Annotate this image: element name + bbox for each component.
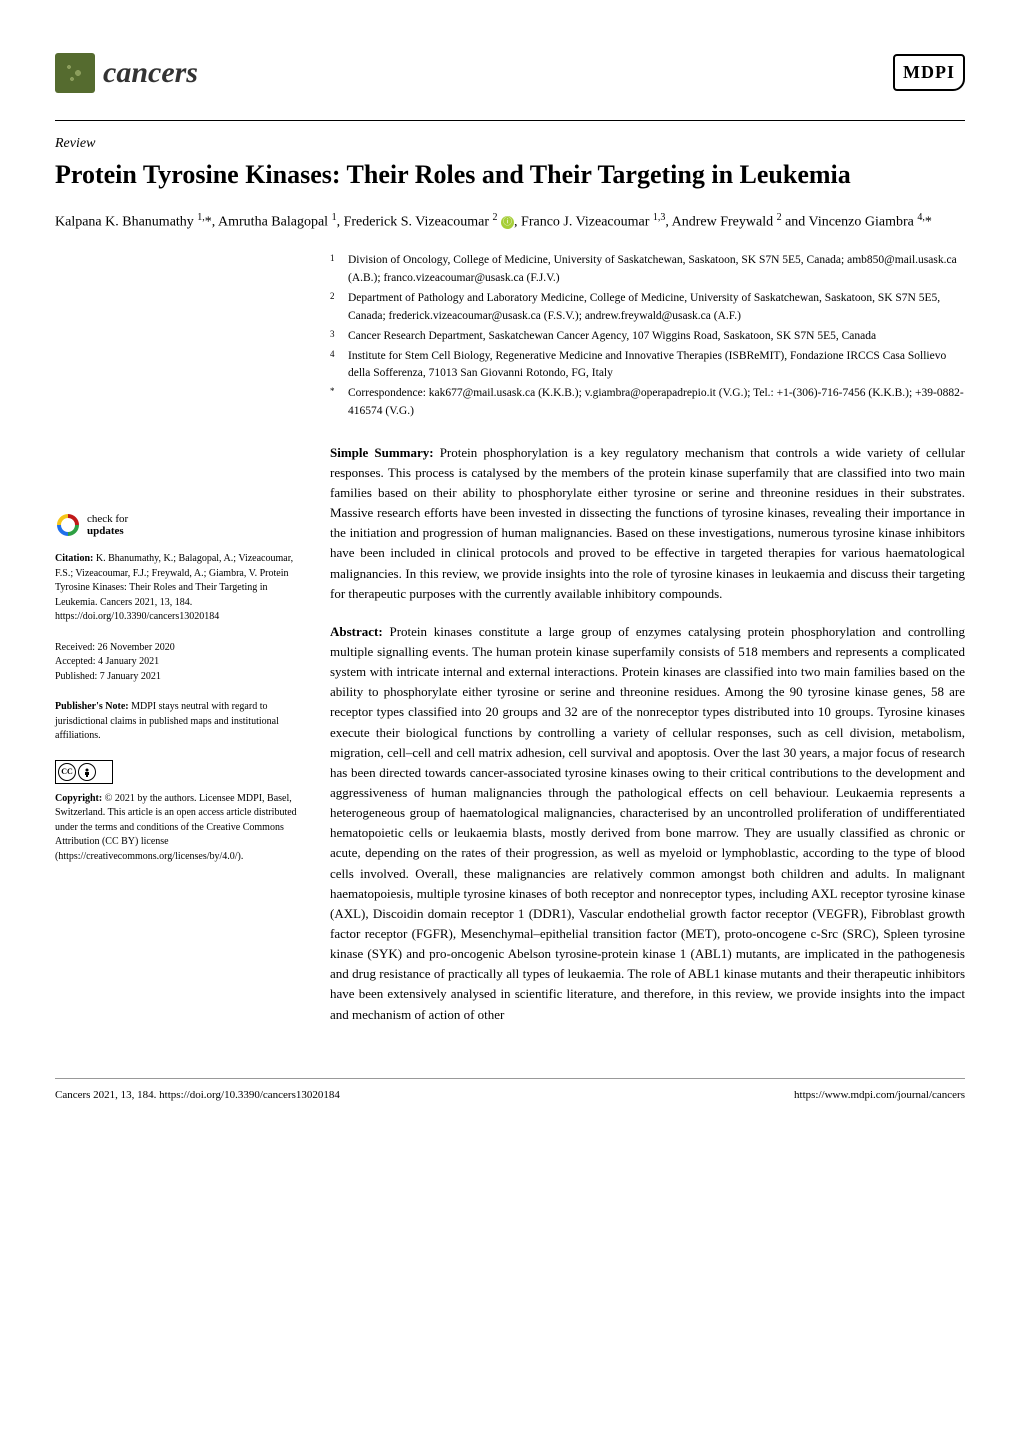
affiliation-text: Cancer Research Department, Saskatchewan… [348, 328, 965, 346]
simple-summary-label: Simple Summary: [330, 445, 434, 460]
main-content-column: 1Division of Oncology, College of Medici… [330, 252, 965, 1042]
article-title: Protein Tyrosine Kinases: Their Roles an… [55, 158, 965, 192]
check-updates-icon [55, 512, 81, 538]
affiliation-row: *Correspondence: kak677@mail.usask.ca (K… [330, 385, 965, 421]
cc-license-badge: CC [55, 760, 113, 784]
simple-summary-text: Protein phosphorylation is a key regulat… [330, 445, 965, 601]
page-footer: Cancers 2021, 13, 184. https://doi.org/1… [55, 1078, 965, 1104]
affiliation-row: 4Institute for Stem Cell Biology, Regene… [330, 348, 965, 384]
citation-block: Citation: K. Bhanumathy, K.; Balagopal, … [55, 552, 300, 625]
affiliation-row: 2Department of Pathology and Laboratory … [330, 290, 965, 326]
affiliation-number: 4 [330, 348, 348, 384]
affiliations-list: 1Division of Oncology, College of Medici… [330, 252, 965, 420]
received-date: Received: 26 November 2020 [55, 641, 300, 656]
affiliation-text: Institute for Stem Cell Biology, Regener… [348, 348, 965, 384]
header-rule [55, 120, 965, 121]
footer-left: Cancers 2021, 13, 184. https://doi.org/1… [55, 1087, 340, 1104]
affiliation-text: Correspondence: kak677@mail.usask.ca (K.… [348, 385, 965, 421]
copyright-label: Copyright: [55, 793, 102, 804]
article-type: Review [55, 133, 965, 154]
journal-name: cancers [103, 50, 198, 95]
publishers-note-label: Publisher's Note: [55, 701, 129, 712]
page-header: cancers MDPI [55, 50, 965, 95]
dates-block: Received: 26 November 2020 Accepted: 4 J… [55, 641, 300, 685]
affiliation-text: Division of Oncology, College of Medicin… [348, 252, 965, 288]
publisher-logo: MDPI [893, 54, 965, 91]
footer-right: https://www.mdpi.com/journal/cancers [794, 1087, 965, 1104]
publishers-note-block: Publisher's Note: MDPI stays neutral wit… [55, 700, 300, 744]
affiliation-number: 2 [330, 290, 348, 326]
cc-icon: CC [58, 763, 76, 781]
simple-summary-section: Simple Summary: Protein phosphorylation … [330, 443, 965, 604]
by-icon [78, 763, 96, 781]
published-date: Published: 7 January 2021 [55, 670, 300, 685]
affiliation-number: * [330, 385, 348, 421]
sidebar-column: check for updates Citation: K. Bhanumath… [55, 252, 300, 1042]
orcid-icon [501, 216, 514, 229]
check-updates-text: check for updates [87, 513, 128, 537]
main-columns: check for updates Citation: K. Bhanumath… [55, 252, 965, 1042]
affiliation-row: 3Cancer Research Department, Saskatchewa… [330, 328, 965, 346]
citation-label: Citation: [55, 553, 93, 564]
affiliation-number: 1 [330, 252, 348, 288]
abstract-section: Abstract: Protein kinases constitute a l… [330, 622, 965, 1025]
check-updates-badge[interactable]: check for updates [55, 512, 300, 538]
affiliation-text: Department of Pathology and Laboratory M… [348, 290, 965, 326]
check-updates-line1: check for [87, 513, 128, 525]
affiliation-number: 3 [330, 328, 348, 346]
journal-icon [55, 53, 95, 93]
authors-list: Kalpana K. Bhanumathy 1,*, Amrutha Balag… [55, 210, 965, 233]
abstract-label: Abstract: [330, 624, 383, 639]
accepted-date: Accepted: 4 January 2021 [55, 655, 300, 670]
check-updates-line2: updates [87, 525, 124, 537]
copyright-block: Copyright: © 2021 by the authors. Licens… [55, 792, 300, 865]
affiliation-row: 1Division of Oncology, College of Medici… [330, 252, 965, 288]
journal-logo: cancers [55, 50, 198, 95]
abstract-text: Protein kinases constitute a large group… [330, 624, 965, 1022]
